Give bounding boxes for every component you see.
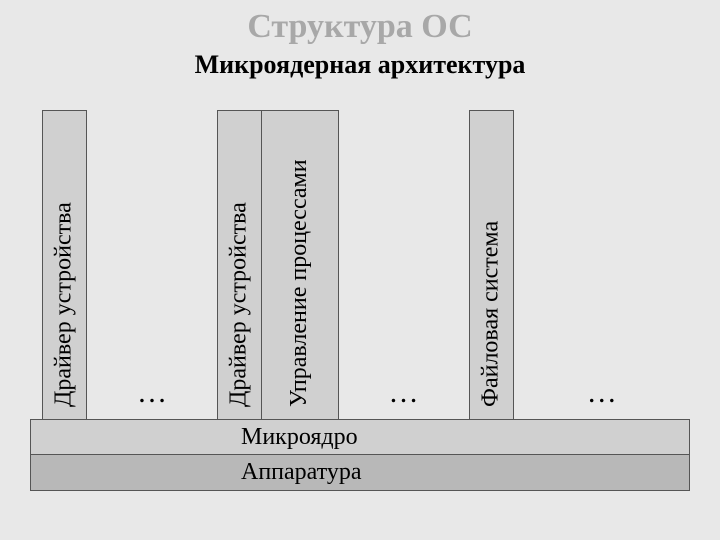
page-subtitle: Микроядерная архитектура (0, 50, 720, 80)
module-filesystem: Файловая система (469, 110, 514, 420)
page-title: Структура ОС (0, 0, 720, 46)
microkernel-bar: Микроядро (30, 419, 690, 456)
module-process-management: Управление процессами (261, 110, 339, 420)
ellipsis-2: … (339, 110, 469, 420)
ellipsis-1: … (87, 110, 217, 420)
module-driver-2: Драйвер устройства (217, 110, 262, 420)
ellipsis-3: … (514, 110, 691, 420)
module-driver-1: Драйвер устройства (42, 110, 87, 420)
diagram-area: Драйвер устройства … Драйвер устройства … (30, 110, 690, 530)
hardware-bar: Аппаратура (30, 454, 690, 491)
modules-row: Драйвер устройства … Драйвер устройства … (30, 110, 690, 420)
